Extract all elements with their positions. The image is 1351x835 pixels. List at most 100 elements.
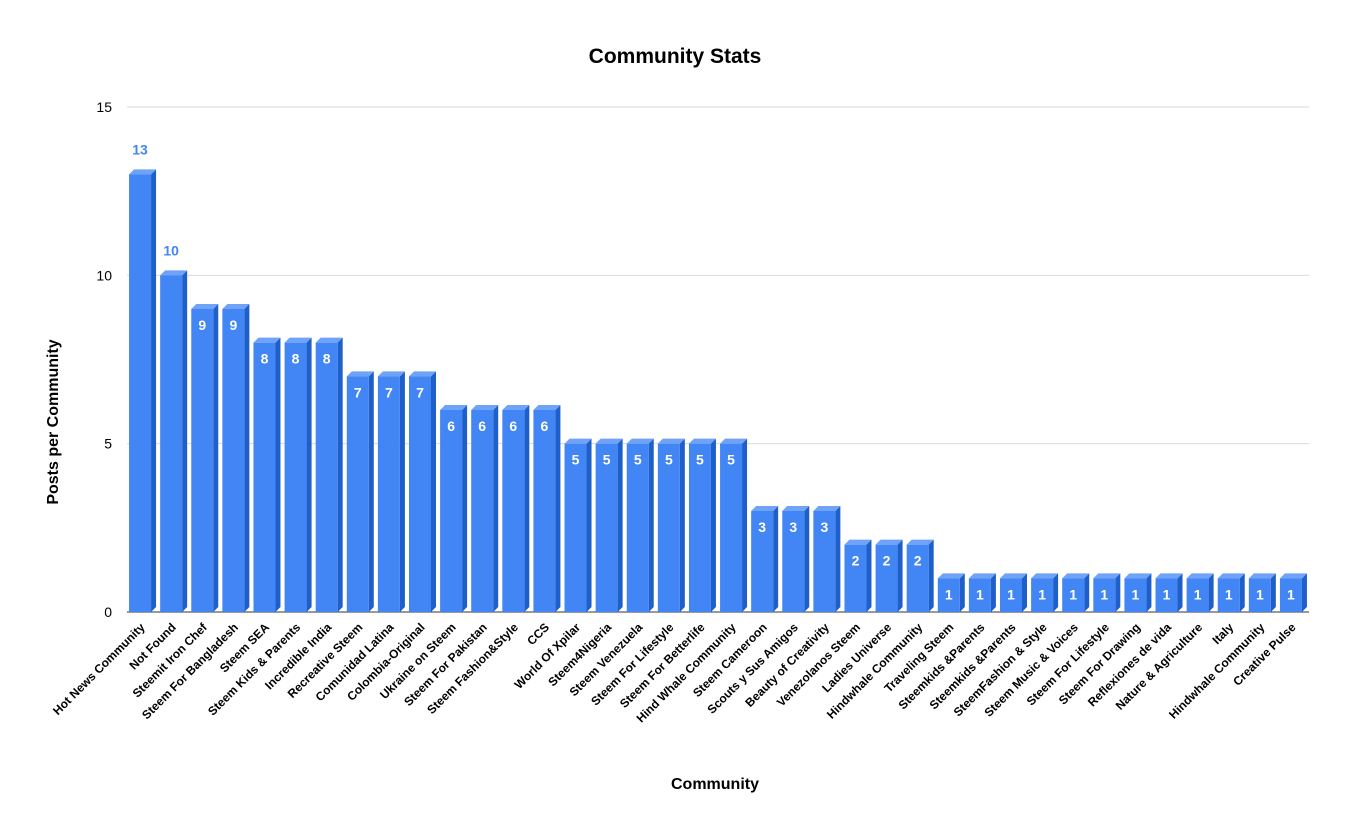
bar-side (151, 169, 157, 613)
bar-side (337, 337, 343, 612)
bar-side (399, 371, 405, 612)
y-tick-label: 10 (96, 267, 112, 283)
data-label: 1 (1100, 586, 1108, 602)
data-label: 2 (852, 553, 860, 569)
bar (564, 438, 592, 612)
data-label: 3 (789, 519, 797, 535)
data-label: 1 (1225, 586, 1233, 602)
bar (688, 438, 716, 612)
bar-side (555, 405, 561, 612)
bar-face (409, 376, 431, 612)
bar (1248, 573, 1276, 612)
bar-side (1208, 573, 1214, 612)
bar (751, 506, 779, 612)
data-label: 8 (292, 351, 300, 367)
bar-top (533, 405, 561, 410)
bar-face (657, 443, 680, 612)
bar (937, 573, 965, 612)
bar-face (906, 544, 929, 612)
bar (1000, 573, 1027, 612)
bar-top (564, 438, 592, 444)
bar-face (284, 342, 307, 612)
x-tick-label: Italy (1209, 620, 1236, 647)
bar-face (688, 443, 711, 612)
bar-face (222, 309, 245, 612)
bar-side (928, 539, 934, 612)
bar-face (813, 511, 836, 612)
bar-face (191, 309, 214, 612)
data-label: 7 (354, 384, 362, 400)
data-label: 5 (696, 452, 704, 468)
bar-face (1248, 578, 1271, 612)
bar-face (346, 376, 369, 612)
bar-face (595, 443, 618, 612)
bar-top (937, 573, 965, 579)
bar-top (409, 371, 436, 377)
chart-title: Community Stats (589, 45, 762, 68)
data-label: 1 (1194, 586, 1202, 602)
bar-top (1093, 573, 1121, 579)
bar-top (160, 270, 188, 276)
data-label: 8 (323, 351, 331, 367)
bar-side (1084, 573, 1090, 612)
bar (1217, 573, 1245, 612)
bar (626, 438, 654, 612)
bar-side (462, 405, 468, 612)
bar (1093, 573, 1121, 612)
y-tick-label: 15 (96, 99, 112, 115)
bar-face (844, 544, 867, 612)
bar-top (626, 438, 654, 444)
bar-side (1053, 573, 1059, 612)
bar-face (564, 443, 587, 612)
bar-face (937, 578, 960, 612)
bar-face (377, 376, 400, 612)
bar (782, 506, 810, 612)
bar-top (1031, 573, 1059, 579)
bar-face (782, 511, 805, 612)
bar-side (1022, 573, 1027, 612)
data-label: 1 (1132, 586, 1140, 602)
data-label: 5 (727, 452, 735, 468)
bar-top (813, 506, 841, 511)
bar-face (968, 578, 991, 612)
bar-side (182, 270, 188, 612)
bar (315, 337, 343, 612)
bar (813, 506, 841, 612)
bar-face (1031, 578, 1054, 612)
bar-face (253, 342, 276, 612)
bar-top (502, 405, 530, 410)
bar-face (751, 511, 774, 612)
bar-side (1115, 573, 1121, 612)
data-label: 1 (976, 586, 984, 602)
bar-top (751, 506, 779, 511)
data-label: 5 (634, 452, 642, 468)
bar-top (595, 438, 623, 444)
bar-side (679, 438, 685, 612)
bar-side (275, 337, 281, 612)
bar-top (906, 539, 934, 545)
bar (1279, 573, 1307, 612)
bar (906, 539, 934, 612)
bar-face (1217, 578, 1240, 612)
bar-face (533, 410, 556, 612)
bar-face (160, 275, 183, 612)
bar (502, 405, 530, 612)
bar (657, 438, 685, 612)
bar-top (1186, 573, 1214, 579)
bar-top (191, 304, 219, 309)
bar-side (306, 337, 312, 612)
bar (191, 304, 219, 612)
bar-side (617, 438, 623, 612)
bar-side (773, 506, 779, 612)
data-label: 5 (665, 452, 673, 468)
bars (129, 169, 1307, 613)
bar-top (1155, 573, 1183, 579)
bar-side (493, 405, 499, 612)
bar-top (440, 405, 468, 410)
bar-side (524, 405, 530, 612)
bar (1186, 573, 1214, 612)
bar (1062, 573, 1090, 612)
x-axis-title: Community (671, 776, 759, 793)
bar-face (315, 342, 338, 612)
